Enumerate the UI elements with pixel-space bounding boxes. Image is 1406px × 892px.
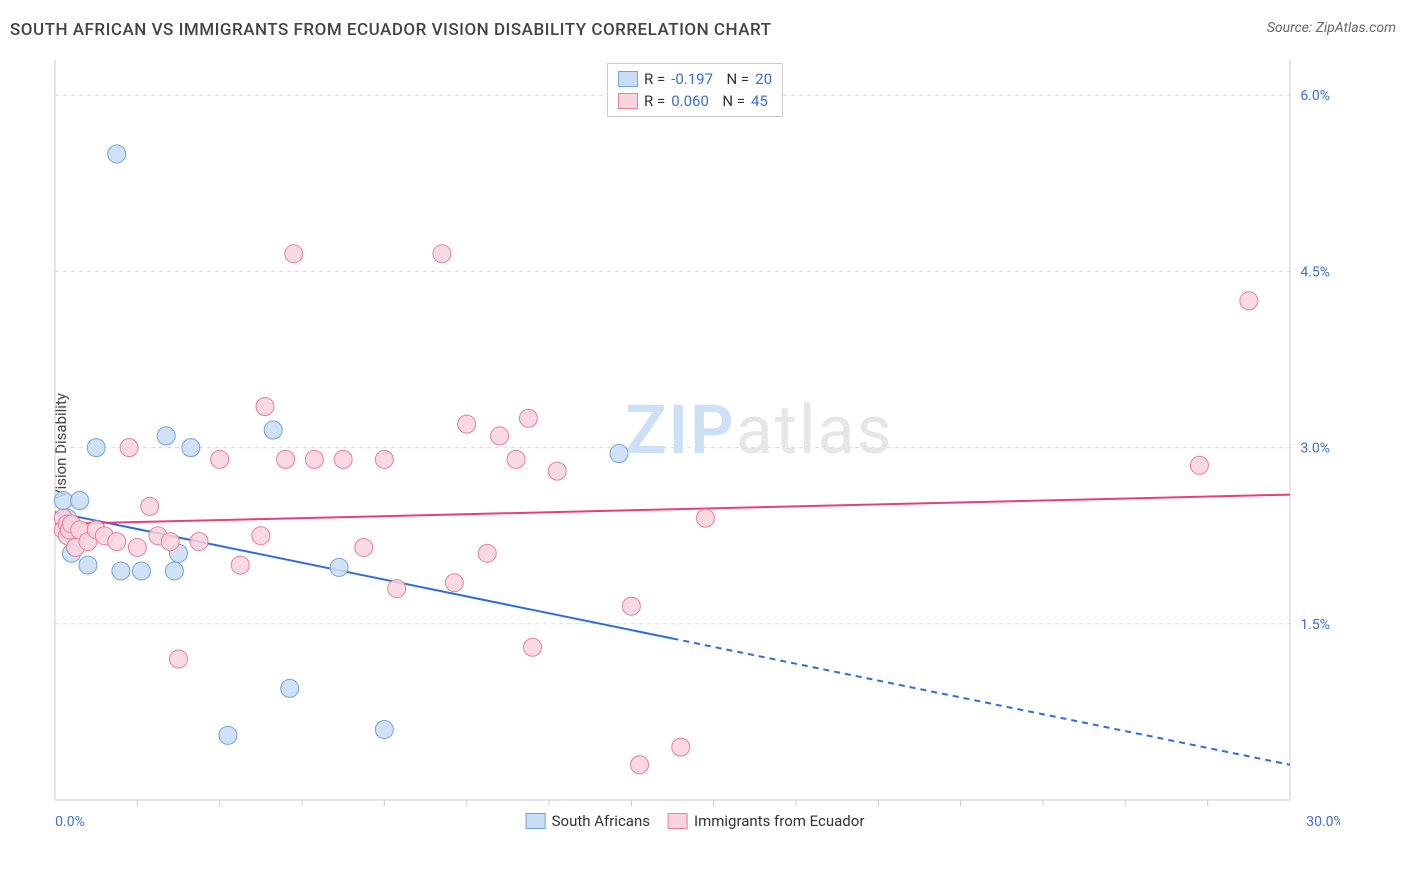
series-legend: South Africans Immigrants from Ecuador — [526, 812, 865, 830]
svg-text:4.5%: 4.5% — [1300, 264, 1330, 280]
legend-item-1: Immigrants from Ecuador — [668, 812, 864, 830]
legend-label-1: Immigrants from Ecuador — [694, 812, 864, 830]
legend-row-series-1: R = 0.060 N = 45 — [618, 90, 772, 112]
svg-text:1.5%: 1.5% — [1300, 617, 1330, 633]
svg-text:30.0%: 30.0% — [1306, 814, 1340, 830]
legend-row-series-0: R = -0.197 N = 20 — [618, 68, 772, 90]
legend-swatch-1 — [668, 813, 688, 829]
chart-area: 1.5%3.0%4.5%6.0%0.0%30.0% ZIPatlas R = -… — [50, 60, 1340, 830]
chart-title: SOUTH AFRICAN VS IMMIGRANTS FROM ECUADOR… — [10, 20, 771, 40]
n-value-0: 20 — [755, 70, 772, 88]
source-name: ZipAtlas.com — [1316, 20, 1396, 36]
swatch-series-1 — [618, 93, 638, 109]
legend-label-0: South Africans — [552, 812, 650, 830]
svg-text:3.0%: 3.0% — [1300, 441, 1330, 457]
source-prefix: Source: — [1267, 20, 1316, 36]
svg-text:0.0%: 0.0% — [55, 814, 85, 830]
n-value-1: 45 — [751, 92, 768, 110]
swatch-series-0 — [618, 71, 638, 87]
r-value-1: 0.060 — [671, 92, 709, 110]
header: SOUTH AFRICAN VS IMMIGRANTS FROM ECUADOR… — [10, 20, 1396, 40]
r-value-0: -0.197 — [671, 70, 713, 88]
correlation-legend: R = -0.197 N = 20 R = 0.060 N = 45 — [607, 63, 783, 117]
legend-swatch-0 — [526, 813, 546, 829]
source-attribution: Source: ZipAtlas.com — [1267, 20, 1396, 36]
scatter-chart: 1.5% 3.0% 4.5% 6.0% 0.0% 30.0% — [50, 60, 1340, 830]
svg-text:6.0%: 6.0% — [1300, 88, 1330, 104]
legend-item-0: South Africans — [526, 812, 650, 830]
